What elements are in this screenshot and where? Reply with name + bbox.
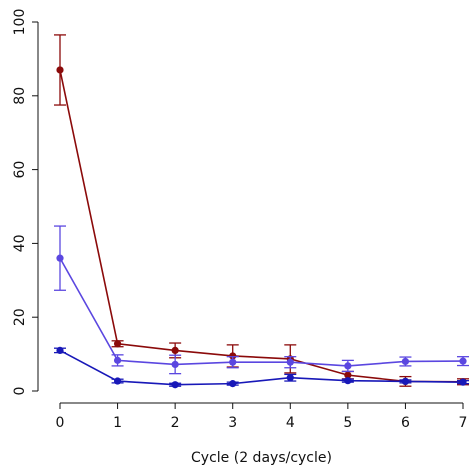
data-point [171, 381, 179, 389]
series-line [59, 69, 464, 383]
series-1 [54, 34, 469, 387]
data-point [56, 66, 64, 74]
data-point [229, 352, 237, 360]
x-tick-label: 1 [113, 415, 122, 431]
data-point [344, 371, 352, 379]
data-point [401, 377, 410, 386]
x-tick-label: 7 [459, 415, 468, 431]
series-line [59, 257, 464, 367]
x-tick-label: 6 [401, 415, 410, 431]
series-layer [54, 34, 469, 389]
x-ticks: 0 1 2 3 4 5 6 7 [56, 403, 468, 431]
y-tick-label: 40 [12, 234, 28, 252]
data-point [56, 346, 64, 355]
y-tick-label: 60 [12, 161, 28, 179]
data-point [286, 358, 294, 366]
data-point [286, 374, 294, 382]
data-point [344, 362, 352, 370]
data-point [113, 340, 122, 348]
data-point [113, 356, 122, 364]
y-tick-label: 20 [12, 308, 28, 326]
series-2 [54, 225, 469, 375]
x-tick-label: 5 [343, 415, 352, 431]
data-point [229, 380, 237, 388]
y-tick-label: 80 [12, 87, 28, 105]
data-point [459, 378, 467, 386]
series-3 [54, 346, 469, 389]
axes [37, 22, 463, 404]
data-point [459, 357, 467, 365]
x-tick-label: 2 [171, 415, 180, 431]
data-point [171, 360, 179, 369]
data-point [344, 377, 352, 385]
y-ticks: 0 20 40 60 80 100 [12, 9, 38, 396]
x-axis-title: Cycle (2 days/cycle) [191, 450, 332, 466]
data-point [229, 358, 237, 366]
x-tick-label: 4 [286, 415, 295, 431]
x-tick-label: 3 [228, 415, 237, 431]
x-tick-label: 0 [56, 415, 65, 431]
data-point [171, 346, 179, 355]
data-point [113, 377, 122, 385]
y-tick-label: 100 [12, 9, 28, 36]
series-line [59, 349, 464, 386]
data-point [56, 254, 64, 262]
y-tick-label: 0 [12, 387, 28, 396]
data-point [401, 357, 410, 366]
